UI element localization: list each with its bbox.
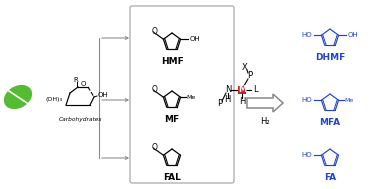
Text: MF: MF (164, 115, 179, 124)
FancyBboxPatch shape (130, 6, 234, 183)
Text: Carbohydrates: Carbohydrates (58, 117, 102, 122)
Text: O: O (80, 81, 86, 87)
Text: O: O (152, 27, 157, 36)
Text: O: O (152, 85, 157, 94)
Text: R: R (74, 77, 78, 83)
FancyArrow shape (247, 94, 283, 112)
Text: L: L (253, 85, 257, 94)
Text: OH: OH (98, 92, 109, 98)
FancyBboxPatch shape (238, 86, 246, 94)
Text: Me: Me (187, 95, 196, 100)
Text: P: P (218, 99, 222, 108)
Text: HO: HO (302, 152, 313, 158)
Text: HO: HO (302, 32, 313, 38)
Text: P: P (247, 71, 253, 81)
Text: X: X (242, 63, 248, 71)
Text: H: H (224, 95, 230, 105)
Ellipse shape (4, 85, 32, 109)
Text: DHMF: DHMF (315, 53, 345, 62)
Text: Me: Me (345, 98, 354, 103)
Text: N: N (225, 85, 231, 94)
Text: H₂: H₂ (260, 117, 270, 126)
Text: MFA: MFA (319, 118, 340, 127)
Text: (OH)₃: (OH)₃ (46, 97, 63, 101)
Text: M: M (238, 85, 246, 94)
Text: O: O (152, 143, 157, 152)
Text: OH: OH (190, 36, 200, 42)
Text: OH: OH (348, 32, 358, 38)
Text: FAL: FAL (163, 173, 181, 182)
Text: HMF: HMF (161, 57, 183, 66)
Text: FA: FA (324, 173, 336, 182)
Text: H: H (239, 97, 245, 105)
Text: HO: HO (302, 97, 313, 103)
